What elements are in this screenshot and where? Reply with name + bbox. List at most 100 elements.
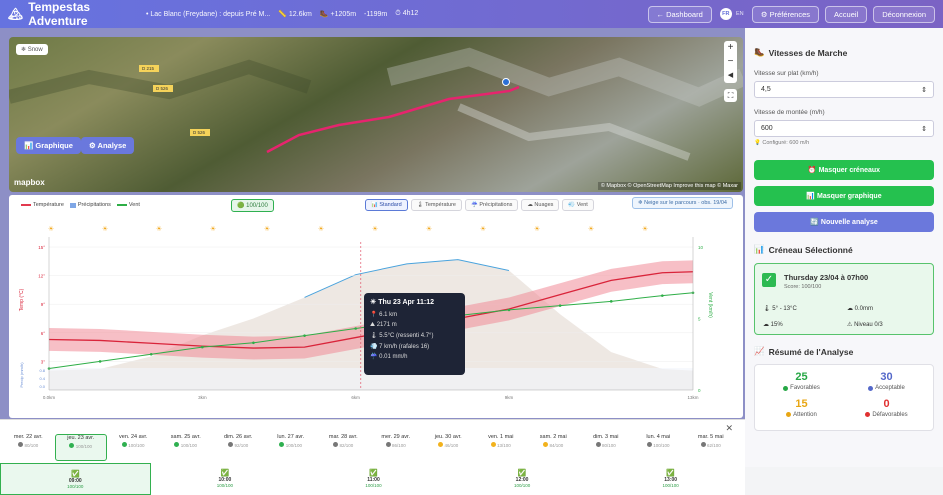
- snow-info-badge[interactable]: ❄ Neige sur le parcours · obs. 19/04: [632, 197, 733, 209]
- day-label: ven. 24 avr.: [119, 434, 148, 440]
- day-tab[interactable]: sam. 2 mai 84/100: [527, 434, 580, 461]
- day-label: mar. 5 mai: [697, 434, 724, 440]
- wind-point: [507, 308, 511, 312]
- sun-icon: ☀: [480, 225, 486, 233]
- sun-icon: ☀: [318, 225, 324, 233]
- time-slot[interactable]: ✅ 12:00 100/100: [448, 463, 597, 495]
- road-label: D 526: [156, 86, 169, 91]
- day-tab[interactable]: lun. 4 mai 100/100: [632, 434, 685, 461]
- day-tab[interactable]: dim. 26 avr. 92/100: [212, 434, 265, 461]
- new-analysis-button[interactable]: 🔄 Nouvelle analyse: [754, 212, 934, 232]
- slot-score: 100/100: [662, 483, 679, 488]
- summary-grid: 25 Favorables 30 Acceptable 15 Attention 0 Défa…: [754, 364, 934, 431]
- time-slot[interactable]: ✅ 13:00 100/100: [596, 463, 745, 495]
- day-tab[interactable]: jeu. 30 avr. 46/100: [422, 434, 475, 461]
- summary-label: Attention: [759, 412, 844, 418]
- climb-speed-input[interactable]: 600 ⇕: [754, 120, 934, 137]
- tooltip-title: ☀ Thu 23 Apr 11:12: [370, 299, 434, 306]
- lang-fr-button[interactable]: FR: [719, 8, 732, 20]
- legend-temperature[interactable]: Température: [21, 202, 64, 208]
- summary-item: 15 Attention: [759, 398, 844, 425]
- legend-wind[interactable]: Vent: [116, 202, 140, 208]
- language-switch: FR EN: [719, 8, 746, 20]
- logout-button[interactable]: Déconnexion: [873, 5, 935, 23]
- dashboard-button[interactable]: ← Dashboard: [647, 5, 712, 23]
- precip-band: [49, 368, 693, 390]
- day-tab[interactable]: mar. 5 mai 62/100: [685, 434, 738, 461]
- close-icon[interactable]: ✕: [725, 423, 733, 433]
- score-dot: [121, 442, 127, 447]
- flat-speed-input[interactable]: 4,5 ⇕: [754, 81, 934, 98]
- day-label: lun. 4 mai: [646, 434, 671, 440]
- check-icon: ✓: [762, 273, 776, 287]
- day-tab[interactable]: jeu. 23 avr. 100/100: [54, 434, 107, 461]
- time-slot[interactable]: ✅ 10:00 100/100: [151, 463, 300, 495]
- stepper-icon[interactable]: ⇕: [921, 86, 927, 94]
- day-tab[interactable]: dim. 3 mai 80/100: [580, 434, 633, 461]
- sun-icon: ☀: [426, 225, 432, 233]
- score-dot: [228, 442, 234, 447]
- precip-tick-label: 0.0: [39, 384, 45, 389]
- legend-precipitation[interactable]: Précipitations: [69, 202, 111, 208]
- brand[interactable]: 🏔 Tempestas Adventure: [8, 0, 146, 28]
- time-slot[interactable]: ✅ 11:00 100/100: [299, 463, 448, 495]
- mode-temperature-tab[interactable]: 🌡 Température: [410, 199, 462, 211]
- score-dot: [700, 442, 706, 447]
- analysis-button[interactable]: ⚙ Analyse: [81, 137, 135, 154]
- precip-axis-label: Precip (mm/h): [19, 362, 24, 388]
- day-tab[interactable]: mar. 28 avr. 82/100: [317, 434, 370, 461]
- status-dot: [865, 412, 871, 417]
- selected-date: Thursday 23/04 à 07h00: [784, 273, 869, 282]
- summary-label: Défavorables: [844, 412, 929, 418]
- hide-graph-button[interactable]: 📊 Masquer graphique: [754, 186, 934, 206]
- score-dot: [490, 442, 496, 447]
- sun-icon: ☀: [264, 225, 270, 233]
- day-label: sam. 25 avr.: [170, 434, 201, 440]
- check-icon: ✅: [517, 470, 527, 477]
- lang-en-button[interactable]: EN: [735, 11, 744, 17]
- mode-standard-tab[interactable]: 📊 Standard: [365, 199, 408, 211]
- day-tab[interactable]: ven. 24 avr. 100/100: [107, 434, 160, 461]
- boot-icon: 🥾: [754, 47, 765, 57]
- day-tab[interactable]: mer. 29 avr. 86/100: [370, 434, 423, 461]
- zoom-in-button[interactable]: +: [727, 42, 734, 53]
- route-start-marker[interactable]: [502, 78, 510, 86]
- day-score: 86/100: [370, 442, 423, 448]
- snow-toggle[interactable]: ❄ Snow: [16, 44, 48, 55]
- score-dot: [385, 442, 391, 447]
- mode-wind-tab[interactable]: 💨 Vent: [562, 199, 594, 211]
- compass-icon[interactable]: ◀: [727, 72, 734, 79]
- route-map[interactable]: D 215 D 526 D 526 ❄ Snow + − ◀ ⛶ 📊 Graph…: [9, 37, 743, 192]
- stepper-icon[interactable]: ⇕: [921, 125, 927, 133]
- hide-slots-button[interactable]: ⏰ Masquer créneaux: [754, 160, 934, 180]
- sun-icon: ☀: [210, 225, 216, 233]
- zoom-control: + − ◀: [724, 41, 737, 83]
- day-tab[interactable]: mer. 22 avr. 80/100: [2, 434, 55, 461]
- map-attribution[interactable]: © Mapbox © OpenStreetMap Improve this ma…: [597, 182, 741, 190]
- precip-tick-label: 0.8: [39, 368, 45, 373]
- score-dot: [333, 442, 339, 447]
- tooltip-distance: 📍 6.1 km: [370, 312, 398, 318]
- map-terrain: [9, 47, 743, 161]
- slot-score: 100/100: [513, 483, 531, 488]
- graph-button[interactable]: 📊 Graphique: [16, 137, 81, 154]
- mode-precipitation-tab[interactable]: ☔ Précipitations: [465, 199, 519, 211]
- chart-score-pill: 🟢 100/100: [231, 199, 274, 212]
- mode-clouds-tab[interactable]: ☁ Nuages: [521, 199, 560, 211]
- y-axis-label: Temp (°C): [19, 288, 25, 311]
- home-button[interactable]: Accueil: [825, 5, 868, 23]
- cloud-icon: ☁: [847, 306, 853, 312]
- day-tab[interactable]: sam. 25 avr. 100/100: [160, 434, 213, 461]
- status-dot: [868, 385, 874, 391]
- time-slot[interactable]: ✅ 09:00 100/100: [0, 463, 151, 495]
- zoom-out-button[interactable]: −: [727, 56, 734, 67]
- summary-count: 0: [883, 397, 890, 410]
- fullscreen-icon[interactable]: ⛶: [724, 89, 737, 102]
- sun-icon: ☀: [534, 225, 540, 233]
- preferences-button[interactable]: ⚙ Préférences: [751, 5, 820, 23]
- day-tab[interactable]: ven. 1 mai 13/100: [475, 434, 528, 461]
- y-tick-label: 12°: [38, 274, 45, 279]
- y-tick-label: 3°: [41, 359, 46, 364]
- day-score: 80/100: [2, 442, 55, 448]
- day-tab[interactable]: lun. 27 avr. 100/100: [265, 434, 318, 461]
